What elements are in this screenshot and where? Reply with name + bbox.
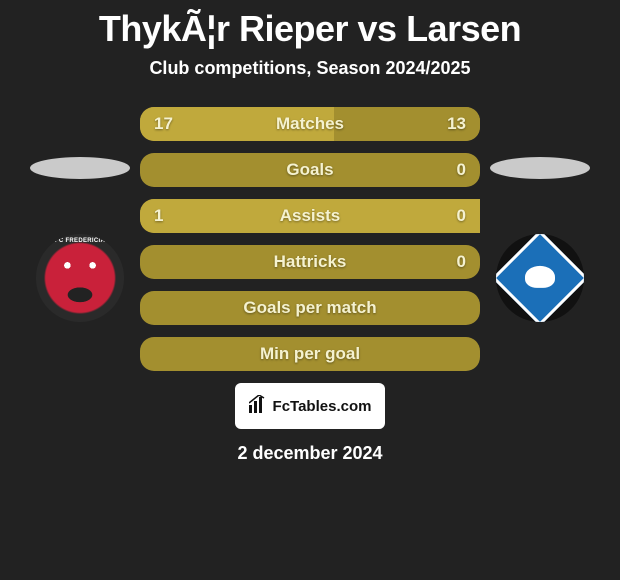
stat-bar: 17 Matches 13 <box>140 107 480 141</box>
stat-left-value: 1 <box>154 206 163 226</box>
stat-label: Hattricks <box>274 252 347 272</box>
stat-bar: 1 Assists 0 <box>140 199 480 233</box>
stat-right-value: 0 <box>457 252 466 272</box>
stat-bars: 17Matches13Goals01Assists0Hattricks0Goal… <box>140 107 480 371</box>
stat-bar: Min per goal <box>140 337 480 371</box>
stat-bar: Goals 0 <box>140 153 480 187</box>
left-player-placeholder <box>30 157 130 179</box>
page-title: ThykÃ¦r Rieper vs Larsen <box>99 8 521 50</box>
stat-label: Min per goal <box>260 344 360 364</box>
right-player-placeholder <box>490 157 590 179</box>
stat-label: Matches <box>276 114 344 134</box>
stat-label: Assists <box>280 206 340 226</box>
stats-row: 17Matches13Goals01Assists0Hattricks0Goal… <box>0 107 620 371</box>
attribution-badge: FcTables.com <box>235 383 385 429</box>
right-player-col <box>490 157 590 322</box>
stat-right-value: 0 <box>457 206 466 226</box>
stat-right-value: 13 <box>447 114 466 134</box>
subtitle: Club competitions, Season 2024/2025 <box>149 58 470 79</box>
right-club-badge-icon <box>496 234 584 322</box>
date-label: 2 december 2024 <box>237 443 382 464</box>
stat-bar: Goals per match <box>140 291 480 325</box>
comparison-card: ThykÃ¦r Rieper vs Larsen Club competitio… <box>0 0 620 464</box>
stat-right-value: 0 <box>457 160 466 180</box>
chart-icon <box>249 395 269 418</box>
left-player-col <box>30 157 130 322</box>
stat-label: Goals per match <box>243 298 376 318</box>
stat-label: Goals <box>286 160 333 180</box>
stat-left-value: 17 <box>154 114 173 134</box>
left-club-badge-icon <box>36 234 124 322</box>
stat-bar: Hattricks 0 <box>140 245 480 279</box>
attribution-text: FcTables.com <box>273 398 372 415</box>
